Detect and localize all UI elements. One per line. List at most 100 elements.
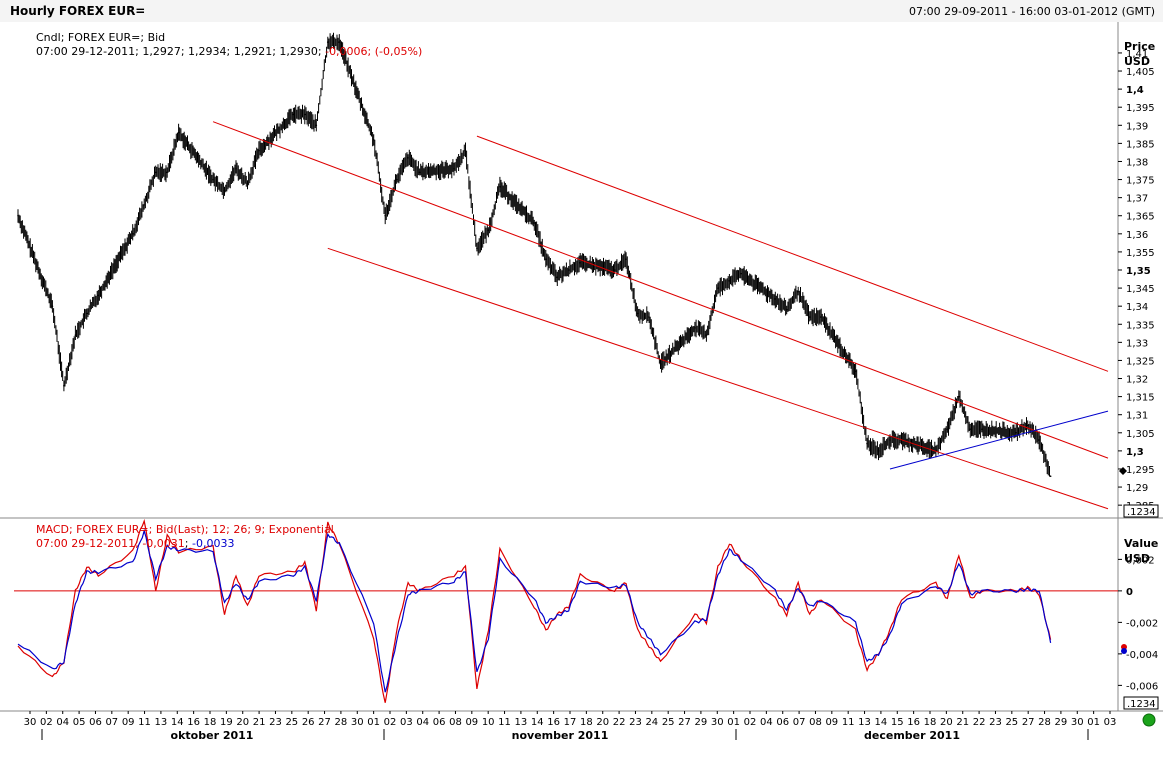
x-tick-label: 13: [155, 717, 168, 728]
x-tick-label: 20: [596, 717, 609, 728]
price-tick-label: 1,32: [1126, 375, 1148, 386]
x-tick-label: 02: [744, 717, 757, 728]
status-indicator-icon[interactable]: [1142, 713, 1156, 727]
price-point: [407, 157, 409, 159]
price-scale-box-label: .1234: [1127, 507, 1156, 518]
x-tick-label: 29: [1055, 717, 1068, 728]
macd-legend-signal-value: -0,0033: [192, 537, 234, 550]
x-tick-label: 14: [171, 717, 184, 728]
x-tick-label: 09: [122, 717, 135, 728]
x-tick-label: 25: [285, 717, 298, 728]
price-tick-label: 1,305: [1126, 429, 1155, 440]
x-tick-label: 25: [1005, 717, 1018, 728]
price-point: [785, 308, 788, 311]
price-tick-label: 1,33: [1126, 338, 1148, 349]
price-legend-values: 07:00 29-12-2011; 1,2927; 1,2934; 1,2921…: [36, 45, 422, 58]
trendline[interactable]: [889, 410, 1109, 470]
trendline[interactable]: [212, 121, 1109, 459]
price-point: [131, 233, 134, 235]
x-tick-label: 28: [335, 717, 348, 728]
x-tick-label: 28: [1038, 717, 1051, 728]
price-tick-label: 1,315: [1126, 393, 1155, 404]
x-tick-label: 21: [253, 717, 266, 728]
price-tick-label: 1,4: [1126, 85, 1144, 96]
macd-y-axis[interactable]: 0,002 0 -0,002 -0,004 -0,006: [14, 555, 1158, 692]
chart-canvas[interactable]: 1,41 1,405 1,4 1,395 1,39 1,385 1,38 1,375 1,37 1…: [0, 22, 1163, 763]
price-point: [820, 316, 822, 318]
price-tick-label: 1,335: [1126, 320, 1155, 331]
macd-line: [17, 518, 1052, 703]
price-point: [556, 276, 559, 279]
month-label: oktober 2011: [171, 729, 254, 742]
x-tick-label: 01: [1087, 717, 1100, 728]
macd-series: [17, 518, 1052, 703]
window-title: Hourly FOREX EUR=: [10, 4, 146, 18]
price-tick-label: 1,3: [1126, 447, 1144, 458]
x-tick-label: 27: [1022, 717, 1035, 728]
macd-scale-box[interactable]: [1123, 696, 1159, 710]
macd-panel[interactable]: [0, 518, 1163, 711]
x-tick-label: 23: [629, 717, 642, 728]
price-point: [866, 442, 868, 445]
price-tick-label: 1,355: [1126, 248, 1155, 259]
price-point: [1026, 424, 1029, 427]
price-point: [567, 269, 570, 271]
price-point: [499, 185, 501, 188]
price-tick-label: 1,295: [1126, 465, 1155, 476]
price-point: [1015, 431, 1018, 434]
price-point: [97, 294, 100, 297]
price-point: [453, 167, 455, 170]
x-tick-label: 01: [367, 717, 380, 728]
price-point: [980, 428, 983, 430]
macd-legend-title: MACD; FOREX EUR=; Bid(Last); 12; 26; 9; …: [36, 523, 334, 536]
price-point: [544, 258, 547, 260]
price-point: [74, 334, 77, 336]
x-tick-label: 30: [711, 717, 724, 728]
price-point: [774, 298, 777, 300]
price-point: [728, 280, 731, 282]
x-tick-label: 30: [351, 717, 364, 728]
price-point: [625, 258, 627, 260]
macd-legend-values: 07:00 29-12-2011; -0,0031; -0,0033: [36, 537, 234, 550]
time-axis[interactable]: 30 02 04 05 06 07 09 11 13 14 16 18 19 20 21 23 25 26 27 28…: [24, 711, 1117, 742]
last-price-marker-icon: [1119, 467, 1127, 475]
price-point: [808, 316, 811, 318]
trendlines[interactable]: [212, 121, 1109, 510]
x-tick-label: 22: [613, 717, 626, 728]
x-tick-label: 01: [727, 717, 740, 728]
x-tick-label: 08: [809, 717, 822, 728]
price-point: [648, 316, 650, 318]
price-point: [51, 305, 54, 307]
x-tick-label: 02: [384, 717, 397, 728]
price-point: [143, 204, 146, 206]
price-point: [63, 384, 65, 387]
x-tick-label: 20: [236, 717, 249, 728]
trendline[interactable]: [327, 247, 1109, 510]
price-point: [326, 41, 329, 43]
price-y-axis[interactable]: 1,41 1,405 1,4 1,395 1,39 1,385 1,38 1,375 1,37 1…: [1118, 49, 1155, 512]
price-scale-box[interactable]: [1123, 504, 1159, 518]
price-point: [223, 189, 226, 192]
x-tick-label: 16: [187, 717, 200, 728]
price-point: [659, 363, 662, 365]
x-tick-label: 02: [40, 717, 53, 728]
price-panel[interactable]: [0, 22, 1163, 518]
trendline[interactable]: [476, 135, 1109, 372]
price-tick-label: 1,325: [1126, 356, 1155, 367]
x-tick-label: 05: [73, 717, 86, 728]
x-tick-label: 11: [842, 717, 855, 728]
month-label: november 2011: [512, 729, 609, 742]
x-tick-label: 07: [793, 717, 806, 728]
x-tick-label: 06: [776, 717, 789, 728]
price-tick-label: 1,365: [1126, 212, 1155, 223]
price-tick-label: 1,41: [1126, 49, 1148, 60]
x-tick-label: 07: [105, 717, 118, 728]
x-tick-label: 19: [220, 717, 233, 728]
price-point: [464, 149, 467, 152]
price-point: [304, 113, 306, 116]
price-point: [694, 327, 696, 329]
x-tick-label: 13: [515, 717, 528, 728]
title-bar: Hourly FOREX EUR= 07:00 29-09-2011 - 16:…: [0, 0, 1163, 23]
price-point: [384, 214, 386, 217]
